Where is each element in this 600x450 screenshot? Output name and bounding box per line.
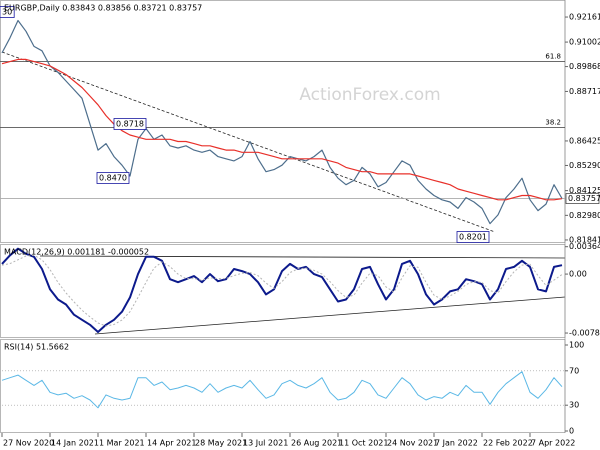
annotation-box (113, 118, 147, 130)
series-line (1, 371, 563, 409)
y-tick-label: 0.81841 (569, 235, 600, 244)
y-tick-label: 100 (569, 341, 584, 350)
y-tick-label: 0.82980 (569, 211, 600, 220)
panel-title: EURGBP,Daily 0.83843 0.83856 0.83721 0.8… (4, 4, 202, 13)
annotation: 0.8470 (99, 174, 127, 183)
y-tick-label: 0.89868 (569, 62, 600, 71)
y-tick-label: 0.84125 (569, 186, 600, 195)
x-tick-label: 24 Nov 2021 (387, 439, 438, 448)
series-line (1, 254, 563, 327)
x-tick-label: 22 Feb 2022 (483, 439, 533, 448)
panel-title: RSI(14) 51.5662 (4, 343, 69, 352)
y-tick-label: 0.003641 (569, 242, 600, 251)
annotation-box (0, 6, 15, 18)
annotation: 30 (2, 8, 12, 17)
x-tick-label: 28 May 2021 (195, 439, 247, 448)
level-label: 61.8 (545, 53, 561, 61)
x-tick-label: 7 Jan 2022 (435, 439, 478, 448)
trendline (94, 296, 566, 335)
panel-title: MACD(12,26,9) 0.001181 -0.000052 (4, 248, 149, 257)
series-line (1, 19, 563, 225)
y-tick-label: 0.00 (569, 270, 587, 279)
x-tick-label: 14 Apr 2021 (147, 439, 196, 448)
y-tick-label: 0.91002 (569, 38, 600, 47)
y-tick-label: 0 (569, 427, 574, 436)
y-tick-label: 0.86425 (569, 136, 600, 145)
series-line (1, 58, 563, 201)
annotation: 0.8718 (116, 120, 144, 129)
y-tick-label: 30 (569, 401, 579, 410)
y-tick-label: 0.92161 (569, 13, 600, 22)
last-price-label: 0.83757 (568, 194, 600, 203)
x-tick-label: 7 Apr 2022 (531, 439, 575, 448)
last-price-box (565, 193, 600, 204)
level-label: 38.2 (545, 118, 561, 126)
y-tick-label: 70 (569, 366, 579, 375)
x-tick-label: 13 Jul 2021 (243, 439, 288, 448)
x-tick-label: 14 Jan 2021 (51, 439, 99, 448)
y-tick-label: 0.88717 (569, 87, 600, 96)
x-tick-label: 26 Aug 2021 (291, 439, 342, 448)
watermark: ActionForex.com (299, 85, 440, 105)
series-line (1, 247, 563, 333)
trendline (39, 255, 566, 259)
annotation: 0.8201 (459, 233, 487, 242)
y-tick-label: 0.85290 (569, 161, 600, 170)
y-tick-label: -0.007839 (569, 329, 600, 338)
x-tick-label: 11 Oct 2021 (339, 439, 388, 448)
annotation-box (456, 231, 490, 243)
x-tick-label: 27 Nov 2020 (3, 439, 54, 448)
annotation-box (96, 172, 130, 184)
x-tick-label: 1 Mar 2021 (99, 439, 145, 448)
trendline (1, 51, 496, 233)
